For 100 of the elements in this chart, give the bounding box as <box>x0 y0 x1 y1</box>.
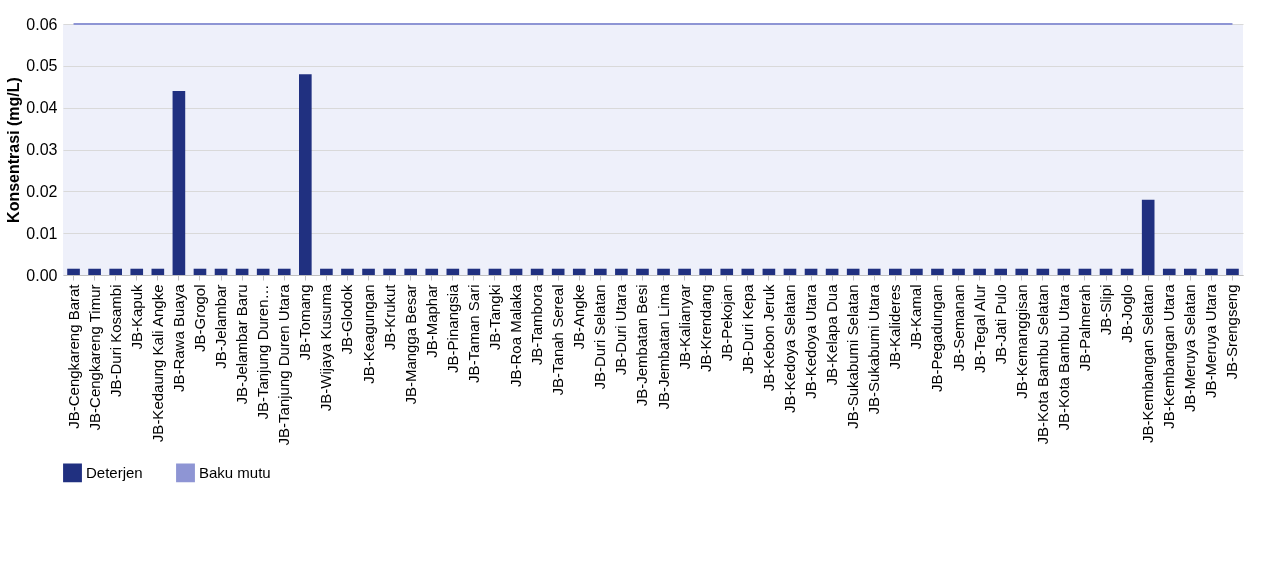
y-tick-label: 0.06 <box>26 15 58 33</box>
x-tick-label: JB-Taman Sari <box>464 284 482 383</box>
x-tick-label: JB-Jembatan Lima <box>654 283 672 410</box>
bar <box>67 268 80 275</box>
bar <box>678 268 691 275</box>
bar <box>973 268 986 275</box>
bar <box>720 268 734 275</box>
x-tick-label: JB-Angke <box>570 284 588 350</box>
bar <box>551 268 565 275</box>
bar <box>109 268 122 275</box>
x-tick-label: JB-Kelapa Dua <box>823 283 841 386</box>
x-tick-label: JB-Tomang <box>296 284 314 361</box>
bar <box>362 268 375 275</box>
x-tick-label: JB-Tanah Sereal <box>549 284 567 396</box>
x-tick-label: JB-Meruya Utara <box>1202 283 1220 398</box>
bar <box>572 268 586 275</box>
x-tick-label: JB-Maphar <box>422 284 440 358</box>
bar <box>256 268 270 275</box>
bar <box>467 268 481 275</box>
x-tick-label: JB-Mangga Besar <box>401 284 419 405</box>
bar <box>383 268 396 275</box>
x-tick-label: JB-Duri Kepa <box>738 283 756 374</box>
bar <box>1184 268 1197 275</box>
bar <box>214 268 228 275</box>
bar <box>425 268 439 275</box>
x-tick-label: JB-Rawa Buaya <box>169 283 187 393</box>
bar <box>277 268 291 275</box>
bar <box>130 268 144 275</box>
bar <box>867 268 881 275</box>
x-tick-label: JB-Cengkareng Timur <box>85 284 103 431</box>
x-tick-label: JB-Tanjung Duren Utara <box>275 283 293 446</box>
bar <box>193 268 207 275</box>
x-tick-label: JB-Tanjung Duren… <box>254 284 272 420</box>
x-tick-label: JB-Duri Utara <box>612 283 630 376</box>
x-tick-label: JB-Pinangsia <box>443 283 461 373</box>
bar <box>804 268 818 275</box>
x-tick-label: JB-Srengseng <box>1223 284 1241 380</box>
x-tick-label: JB-Kalideres <box>886 284 904 370</box>
bar <box>299 74 312 275</box>
bar <box>404 268 417 275</box>
bar <box>910 268 923 275</box>
y-tick-label: 0.03 <box>26 141 58 158</box>
bar <box>1162 268 1176 275</box>
bar <box>151 268 165 275</box>
x-tick-label: JB-Kembangan Selatan <box>1139 284 1157 443</box>
x-tick-label: JB-Kamal <box>907 284 925 350</box>
x-tick-label: JB-Kebon Jeruk <box>759 284 777 392</box>
y-tick-label: 0.02 <box>26 182 58 200</box>
x-tick-label: JB-Sukabumi Utara <box>865 283 883 415</box>
bar <box>88 268 101 275</box>
bar <box>1226 268 1239 275</box>
x-tick-label: JB-Kota Bambu Utara <box>1054 283 1072 431</box>
bar <box>762 268 776 275</box>
bar <box>846 268 860 275</box>
bar <box>172 90 186 275</box>
x-tick-label: JB-Kalianyar <box>675 284 693 370</box>
bar <box>320 268 333 275</box>
x-tick-label: JB-Jelambar <box>212 284 230 369</box>
x-tick-label: JB-Jelambar Baru <box>233 284 251 405</box>
x-tick-label: JB-Pegadungan <box>928 284 946 393</box>
bar <box>994 268 1007 275</box>
bar <box>1099 268 1113 275</box>
x-tick-label: JB-Tegal Alur <box>970 284 988 373</box>
x-tick-label: JB-Semanan <box>949 284 967 372</box>
bar <box>594 268 607 275</box>
bar <box>509 268 523 275</box>
bar <box>446 268 460 275</box>
x-tick-label: JB-Jati Pulo <box>991 284 1009 365</box>
bar <box>530 268 544 275</box>
x-tick-label: JB-Sukabumi Selatan <box>844 284 862 429</box>
x-tick-label: JB-Duri Kosambi <box>106 284 124 398</box>
y-tick-label: 0.05 <box>26 57 58 75</box>
y-tick-label: 0.04 <box>26 99 58 117</box>
x-tick-label: JB-Jembatan Besi <box>633 284 651 407</box>
bar <box>931 268 944 275</box>
x-tick-label: JB-Pekojan <box>717 284 735 362</box>
bar <box>825 268 839 275</box>
x-tick-label: JB-Roa Malaka <box>507 283 525 388</box>
bar <box>657 268 670 275</box>
bar <box>952 268 965 275</box>
x-tick-label: JB-Krukut <box>380 283 398 351</box>
legend-label: Baku mutu <box>199 463 271 481</box>
y-tick-label: 0.01 <box>26 224 58 242</box>
x-tick-label: JB-Kembangan Utara <box>1160 283 1178 429</box>
x-tick-label: JB-Kapuk <box>127 284 145 350</box>
bar <box>1078 268 1092 275</box>
x-tick-label: JB-Grogol <box>190 284 208 353</box>
x-tick-label: JB-Slipi <box>1097 284 1115 336</box>
bar <box>1120 268 1134 275</box>
bar <box>1036 268 1050 275</box>
bar <box>783 268 797 275</box>
x-tick-label: JB-Glodok <box>338 284 356 355</box>
x-tick-label: JB-Duri Selatan <box>591 284 609 390</box>
bar <box>1205 268 1218 275</box>
x-tick-label: JB-Cengkareng Barat <box>64 283 82 429</box>
x-tick-label: JB-Meruya Selatan <box>1181 284 1199 413</box>
y-tick-label: 0.00 <box>26 266 58 284</box>
bar <box>1057 268 1071 275</box>
x-tick-label: JB-Kedaung Kali Angke <box>148 284 166 443</box>
x-tick-label: JB-Kedoya Selatan <box>780 284 798 413</box>
